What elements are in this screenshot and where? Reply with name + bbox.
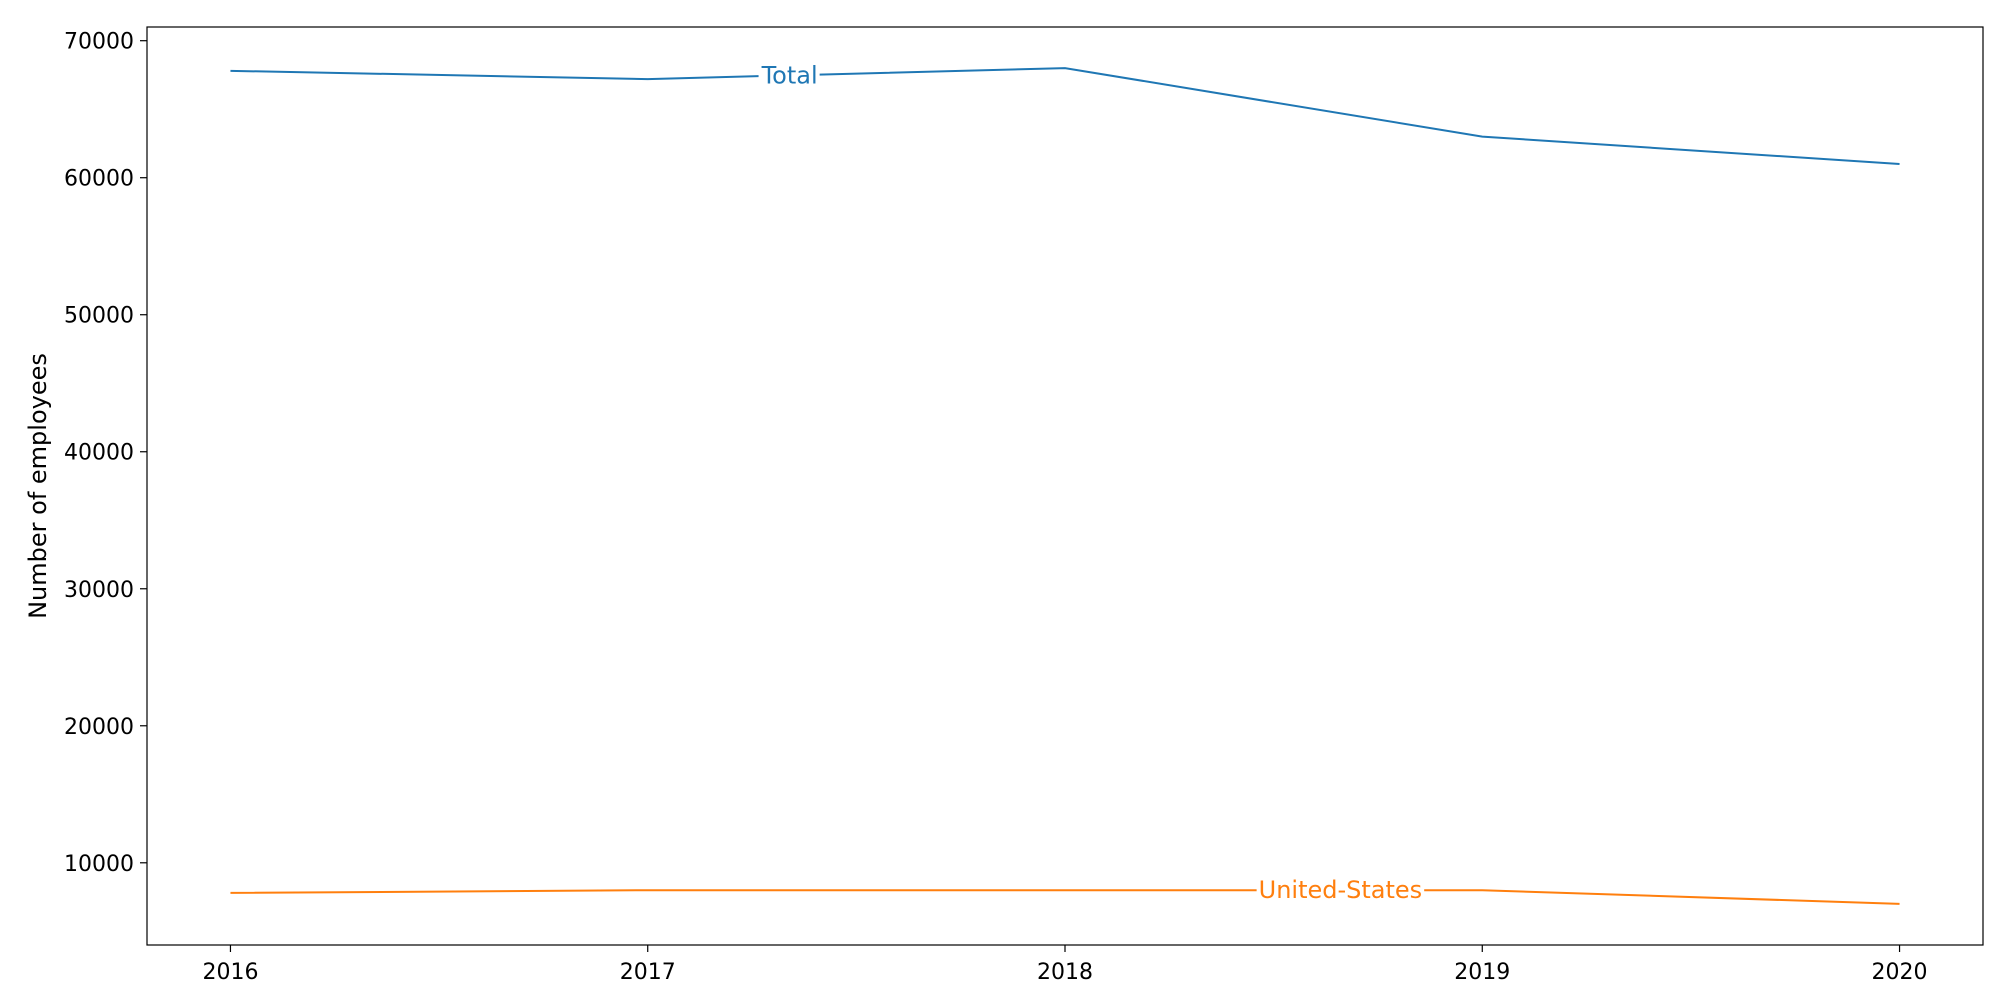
- x-tick-label: 2020: [1872, 960, 1928, 985]
- y-axis-label: Number of employees: [24, 353, 52, 619]
- series-label-background: [1256, 878, 1425, 903]
- y-tick-label: 30000: [64, 578, 134, 603]
- plot-area: Total United-States: [230, 61, 1900, 905]
- y-tick-label: 50000: [64, 304, 134, 329]
- series-line-total: [230, 67, 1900, 166]
- y-axis: 10000 20000 30000 40000 50000 60000 70000: [64, 30, 147, 877]
- y-tick-label: 20000: [64, 715, 134, 740]
- x-tick-label: 2018: [1037, 960, 1093, 985]
- plot-frame: [146, 26, 1984, 946]
- series-label-total: Total: [761, 61, 818, 89]
- y-tick-label: 60000: [64, 167, 134, 192]
- series-line-united-states: [230, 889, 1900, 905]
- series-label-united-states: United-States: [1259, 876, 1423, 904]
- x-tick-label: 2017: [620, 960, 676, 985]
- x-tick-label: 2019: [1454, 960, 1510, 985]
- y-tick-label: 10000: [64, 852, 134, 877]
- series-label-background: [758, 63, 820, 88]
- x-axis: 2016 2017 2018 2019 2020: [202, 945, 1928, 985]
- x-tick-label: 2016: [202, 960, 258, 985]
- y-tick-label: 40000: [64, 441, 134, 466]
- y-tick-label: 70000: [64, 30, 134, 55]
